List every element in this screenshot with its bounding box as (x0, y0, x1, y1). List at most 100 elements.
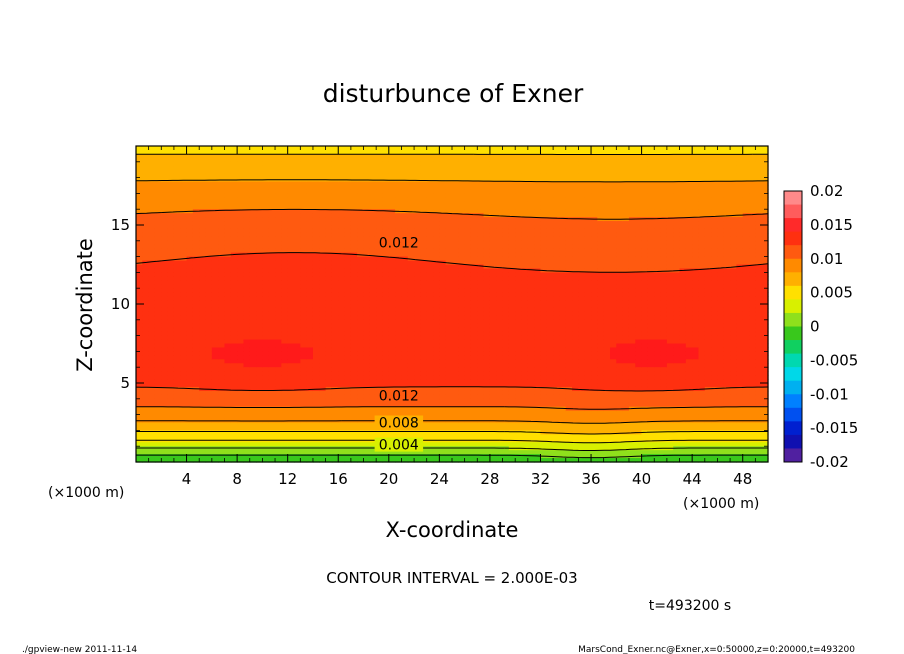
contour-cell (268, 304, 276, 309)
contour-cell (470, 343, 478, 349)
contour-cell (401, 157, 409, 163)
contour-cell (483, 260, 491, 266)
contour-cell (173, 359, 181, 364)
contour-cell (281, 173, 289, 179)
contour-cell (331, 272, 339, 277)
contour-cell (357, 260, 365, 266)
contour-cell (331, 185, 339, 191)
contour-cell (376, 315, 384, 321)
contour-cell (483, 422, 491, 428)
contour-cell (287, 394, 295, 400)
contour-cell (439, 406, 447, 412)
contour-cell (452, 165, 459, 171)
contour-cell (489, 319, 497, 325)
contour-cell (382, 181, 390, 187)
contour-cell (357, 189, 365, 194)
contour-cell (414, 430, 421, 435)
contour-cell (452, 363, 459, 368)
contour-cell (470, 319, 478, 325)
contour-cell (312, 422, 320, 428)
contour-cell (369, 430, 377, 435)
contour-cell (338, 375, 346, 380)
contour-cell (306, 351, 314, 356)
contour-cell (268, 331, 276, 337)
contour-cell (148, 307, 156, 313)
contour-cell (489, 355, 497, 360)
contour-cell (483, 284, 491, 289)
contour-cell (502, 232, 510, 238)
contour-cell (369, 153, 377, 159)
contour-cell (363, 327, 371, 333)
contour-cell (142, 327, 150, 333)
contour-cell (167, 426, 175, 431)
contour-cell (205, 371, 213, 376)
contour-cell (470, 296, 478, 301)
contour-cell (344, 228, 352, 234)
contour-cell (521, 398, 529, 404)
contour-cell (256, 217, 263, 222)
contour-cell (477, 173, 485, 179)
contour-cell (439, 225, 447, 230)
contour-cell (312, 264, 320, 270)
contour-cell (382, 458, 390, 463)
contour-cell (464, 157, 472, 163)
contour-cell (211, 256, 219, 262)
contour-cell (382, 260, 390, 266)
contour-cell (211, 363, 219, 368)
contour-cell (452, 268, 459, 273)
contour-cell (294, 157, 301, 163)
contour-cell (395, 319, 403, 325)
contour-cell (268, 450, 276, 455)
contour-cell (477, 264, 485, 270)
contour-cell (426, 221, 434, 226)
contour-cell (167, 327, 175, 333)
contour-cell (420, 244, 428, 250)
contour-cell (420, 386, 428, 392)
contour-cell (508, 161, 516, 167)
contour-cell (407, 379, 415, 384)
contour-cell (192, 165, 200, 171)
contour-cell (369, 189, 377, 194)
contour-cell (420, 319, 428, 325)
contour-cell (382, 406, 390, 412)
contour-cell (281, 398, 289, 404)
contour-cell (388, 201, 396, 206)
contour-cell (268, 209, 276, 214)
contour-cell (521, 375, 529, 380)
contour-cell (521, 379, 529, 384)
contour-cell (256, 288, 263, 293)
contour-cell (186, 169, 194, 175)
contour-cell (420, 248, 428, 254)
contour-cell (186, 149, 194, 155)
contour-cell (161, 359, 169, 364)
contour-cell (407, 363, 415, 368)
contour-cell (136, 442, 143, 447)
contour-cell (275, 327, 282, 333)
contour-cell (281, 450, 289, 455)
contour-cell (433, 426, 440, 431)
contour-cell (192, 292, 200, 297)
contour-cell (496, 256, 504, 262)
contour-cell (483, 406, 491, 412)
contour-cell (369, 209, 377, 214)
contour-cell (180, 225, 188, 230)
contour-cell (401, 450, 409, 455)
contour-cell (186, 146, 194, 151)
contour-cell (363, 335, 371, 341)
contour-cell (369, 343, 377, 349)
contour-cell (262, 383, 270, 388)
contour-cell (199, 240, 207, 246)
contour-cell (433, 292, 440, 297)
contour-cell (508, 173, 516, 179)
contour-cell (363, 256, 371, 262)
contour-cell (237, 406, 245, 412)
contour-cell (230, 331, 238, 337)
contour-cell (154, 268, 162, 273)
contour-cell (167, 406, 175, 412)
contour-cell (521, 414, 529, 420)
contour-cell (237, 181, 245, 187)
contour-cell (167, 240, 175, 246)
contour-cell (262, 280, 270, 285)
contour-cell (433, 232, 440, 238)
contour-cell (470, 304, 478, 309)
